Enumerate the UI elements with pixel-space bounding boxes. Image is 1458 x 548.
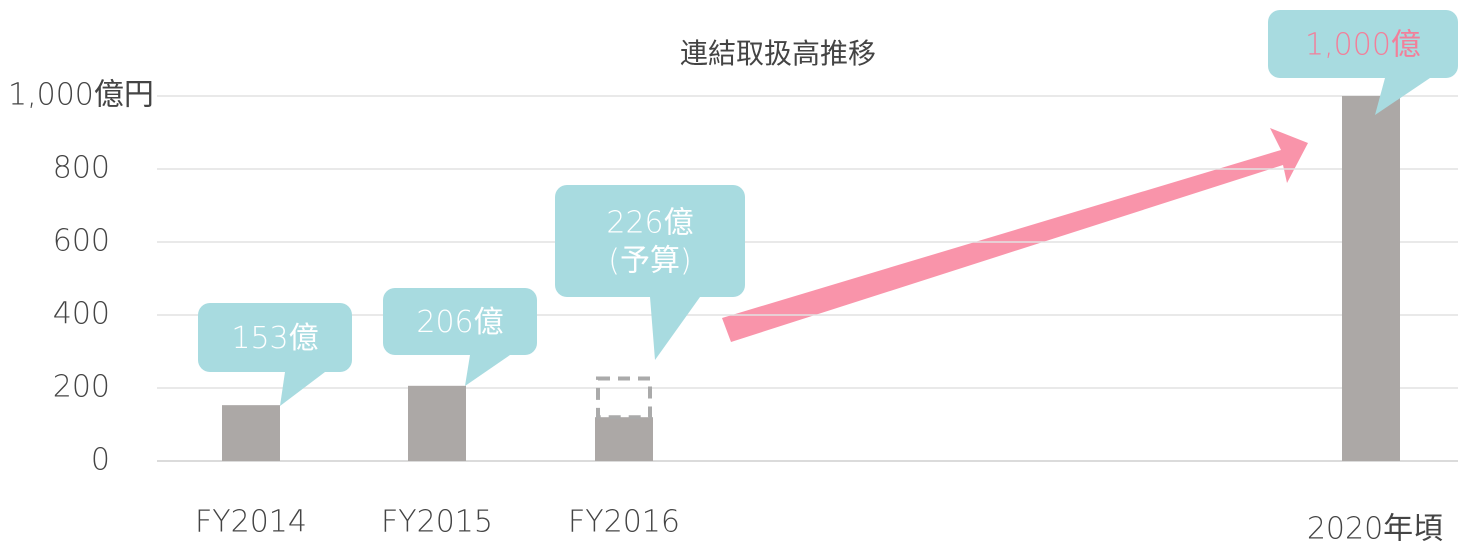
budget-label: 226億 [606, 206, 693, 241]
bar [408, 385, 466, 461]
callout-box [383, 288, 537, 355]
x-tick-label: 2020年頃 [1307, 512, 1443, 547]
budget-note: (予算) [608, 244, 691, 279]
callout-tail [1375, 78, 1430, 115]
x-tick-label: FY2016 [568, 505, 680, 540]
bar [222, 405, 280, 461]
chart-title: 連結取扱高推移 [680, 37, 876, 70]
callout-tail [465, 355, 510, 386]
growth-arrow [722, 128, 1308, 342]
x-tick-label: FY2014 [195, 505, 307, 540]
value-label: 1,000億 [1305, 28, 1421, 63]
y-tick-label: 800 [53, 151, 110, 186]
x-tick-label: FY2015 [381, 505, 493, 540]
bar [1342, 96, 1400, 461]
callout-box [198, 303, 352, 372]
callout-box [555, 185, 745, 297]
callout-tail [650, 297, 700, 360]
y-tick-label: 0 [91, 443, 110, 478]
y-tick-label: 200 [53, 370, 110, 405]
value-label: 206億 [416, 305, 503, 340]
y-tick-label: 400 [53, 297, 110, 332]
value-label: 153億 [231, 321, 318, 356]
y-tick-label: 600 [53, 224, 110, 259]
callout-tail [280, 372, 325, 406]
callout-box [1268, 10, 1458, 78]
y-tick-label: 1,000億円 [8, 78, 154, 113]
budget-box [596, 376, 652, 420]
bar [595, 417, 653, 461]
